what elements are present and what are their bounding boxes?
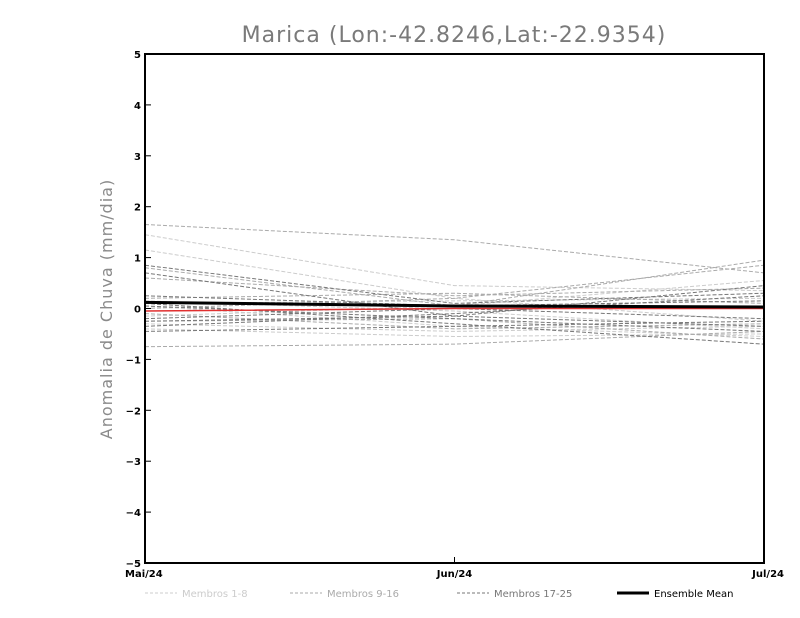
member-line [144, 259, 765, 307]
member-line [144, 313, 765, 330]
member-line [144, 330, 765, 348]
member-line [144, 323, 765, 332]
y-tick-label: 1 [134, 254, 141, 265]
legend-label: Membros 17-25 [494, 589, 572, 600]
y-tick-label: −3 [126, 457, 141, 468]
series-lines [144, 224, 765, 348]
y-tick-label: −5 [126, 559, 141, 570]
member-line [144, 264, 765, 304]
legend: Membros 1-8 Membros 9-16 Membros 17-25 Ense… [145, 589, 733, 600]
member-line [144, 234, 765, 292]
member-line [144, 328, 765, 337]
chart-title: Marica (Lon:-42.8246,Lat:-22.9354) [242, 23, 667, 48]
y-tick-label: −1 [126, 355, 141, 366]
y-tick-label: −2 [126, 406, 141, 417]
x-axis-ticks: Mai/24 Jun/24 Jul/24 [125, 557, 784, 580]
y-axis-ticks: 5 4 3 2 1 0 −1 −2 −3 −4 −5 [126, 50, 151, 570]
y-tick-label: 3 [134, 152, 141, 163]
y-tick-label: 4 [134, 101, 141, 112]
y-axis-label: Anomalia de Chuva (mm/dia) [97, 179, 116, 439]
member-line [144, 264, 765, 309]
member-line [144, 224, 765, 274]
x-tick-label: Jul/24 [751, 569, 784, 580]
member-line [144, 315, 765, 327]
member-line [144, 277, 765, 297]
y-tick-label: −4 [126, 508, 141, 519]
x-tick-label: Mai/24 [125, 569, 163, 580]
member-line [144, 295, 765, 327]
member-line [144, 292, 765, 304]
y-tick-label: 5 [134, 50, 141, 61]
legend-label: Membros 9-16 [327, 589, 399, 600]
reference-line [144, 307, 764, 312]
y-tick-label: 0 [134, 305, 141, 316]
legend-label: Membros 1-8 [182, 589, 248, 600]
x-tick-label: Jun/24 [436, 569, 473, 580]
member-line [144, 320, 765, 332]
ensemble-mean-line [144, 300, 765, 309]
legend-label: Ensemble Mean [654, 589, 733, 600]
y-tick-label: 2 [134, 203, 141, 214]
